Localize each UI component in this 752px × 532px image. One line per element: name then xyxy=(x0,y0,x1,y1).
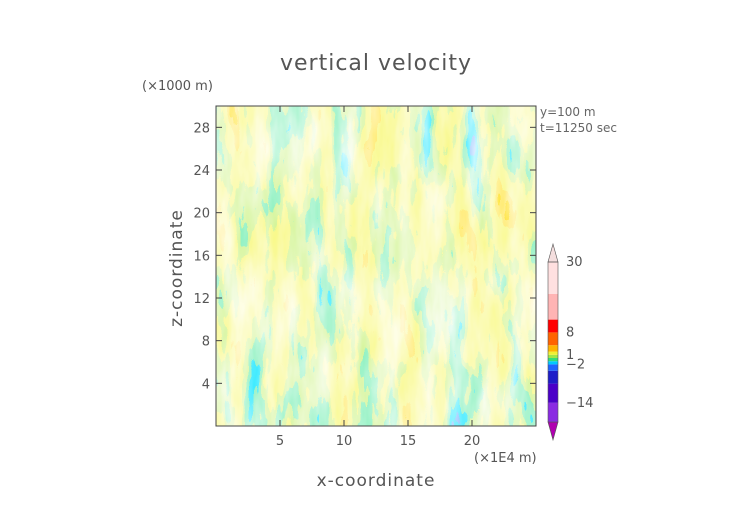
colorbar-segment xyxy=(548,358,558,362)
colorbar-label: 1 xyxy=(566,348,574,363)
colorbar-label: −2 xyxy=(566,357,585,372)
annotation-y: y=100 m xyxy=(540,105,596,119)
colorbar-segment xyxy=(548,319,558,333)
y-axis-ticks: 4 8 12 16 20 24 28 xyxy=(193,121,536,392)
y-tick-label: 12 xyxy=(193,292,210,307)
x-axis-label: x-coordinate xyxy=(317,471,436,491)
plot-frame xyxy=(215,105,537,427)
colorbar-label: −14 xyxy=(566,396,593,411)
colorbar-segment xyxy=(548,370,558,384)
x-tick-label: 15 xyxy=(400,434,417,449)
colorbar-segment xyxy=(548,332,558,346)
heatmap-field xyxy=(216,106,536,426)
x-tick-label: 10 xyxy=(336,434,353,449)
x-scale-note: (×1E4 m) xyxy=(474,451,537,466)
colorbar-extend-low xyxy=(547,421,559,442)
colorbar-label: 30 xyxy=(566,255,583,270)
y-scale-note: (×1000 m) xyxy=(142,79,213,94)
colorbar-frame xyxy=(547,261,559,423)
y-axis-label: z-coordinate xyxy=(167,209,187,327)
y-tick-label: 28 xyxy=(193,121,210,136)
x-axis-ticks: 5 10 15 20 xyxy=(276,106,480,449)
colorbar-segment xyxy=(548,364,558,371)
colorbar-extend-high xyxy=(547,242,559,263)
colorbar-segment xyxy=(548,345,558,352)
y-tick-label: 24 xyxy=(193,164,210,179)
annotation-t: t=11250 sec xyxy=(540,121,617,135)
colorbar-segment xyxy=(548,262,558,294)
y-tick-label: 4 xyxy=(202,377,210,392)
colorbar-segment xyxy=(548,383,558,403)
y-tick-label: 20 xyxy=(193,207,210,222)
x-tick-label: 20 xyxy=(464,434,481,449)
colorbar-label: 8 xyxy=(566,325,574,340)
x-tick-label: 5 xyxy=(276,434,284,449)
colorbar-segment xyxy=(548,354,558,358)
colorbar-segment xyxy=(548,361,558,365)
y-tick-label: 16 xyxy=(193,249,210,264)
chart-title: vertical velocity xyxy=(280,51,472,76)
colorbar-segment xyxy=(548,294,558,320)
y-tick-label: 8 xyxy=(202,335,210,350)
colorbar-segment xyxy=(548,402,558,422)
colorbar: 30 8 1−2 −14 xyxy=(547,242,593,442)
colorbar-segment xyxy=(548,351,558,355)
